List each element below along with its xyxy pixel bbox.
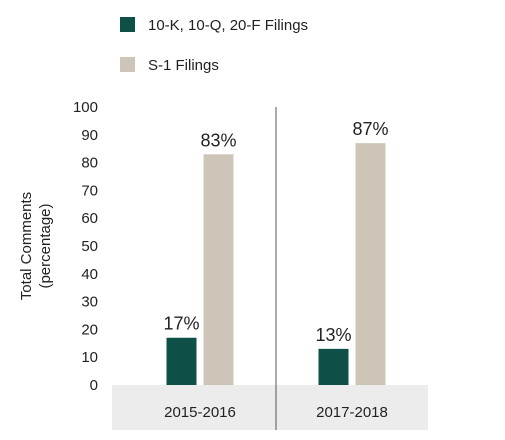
legend: 10-K, 10-Q, 20-F Filings S-1 Filings (120, 17, 308, 74)
category-band (112, 385, 428, 430)
legend-swatch-2 (120, 57, 135, 72)
x-tick-label: 2017-2018 (316, 404, 388, 421)
y-axis-title: Total Comments (percentage) (18, 192, 54, 300)
category-band-rect (112, 385, 428, 430)
y-tick-label: 10 (81, 349, 98, 366)
y-tick-label: 0 (90, 377, 98, 394)
y-tick-label: 60 (81, 210, 98, 227)
y-tick-label: 40 (81, 266, 98, 283)
data-label-2017-2018-series-2: 87% (352, 119, 388, 139)
legend-label-1: 10-K, 10-Q, 20-F Filings (148, 17, 308, 34)
x-axis-categories: 2015-2016 2017-2018 (164, 404, 388, 421)
legend-label-2: S-1 Filings (148, 57, 219, 74)
bar-2015-2016-series-1 (166, 337, 197, 385)
y-axis-title-line-2: (percentage) (37, 203, 54, 288)
data-labels: 17% 83% 13% 87% (163, 119, 388, 345)
y-tick-label: 30 (81, 294, 98, 311)
y-tick-label: 100 (73, 99, 98, 116)
bar-2015-2016-series-2 (203, 154, 234, 385)
y-tick-label: 70 (81, 182, 98, 199)
x-tick-label: 2015-2016 (164, 404, 236, 421)
y-axis-title-line-1: Total Comments (18, 192, 35, 300)
bars (166, 143, 386, 385)
bar-2017-2018-series-1 (318, 348, 349, 385)
legend-swatch-1 (120, 17, 135, 32)
data-label-2015-2016-series-1: 17% (163, 314, 199, 334)
bar-2017-2018-series-2 (355, 143, 386, 385)
data-label-2017-2018-series-1: 13% (315, 325, 351, 345)
y-tick-label: 20 (81, 321, 98, 338)
y-tick-label: 90 (81, 127, 98, 144)
y-axis-ticks: 0 10 20 30 40 50 60 70 80 90 100 (73, 99, 98, 394)
data-label-2015-2016-series-2: 83% (200, 130, 236, 150)
y-tick-label: 50 (81, 238, 98, 255)
y-tick-label: 80 (81, 155, 98, 172)
